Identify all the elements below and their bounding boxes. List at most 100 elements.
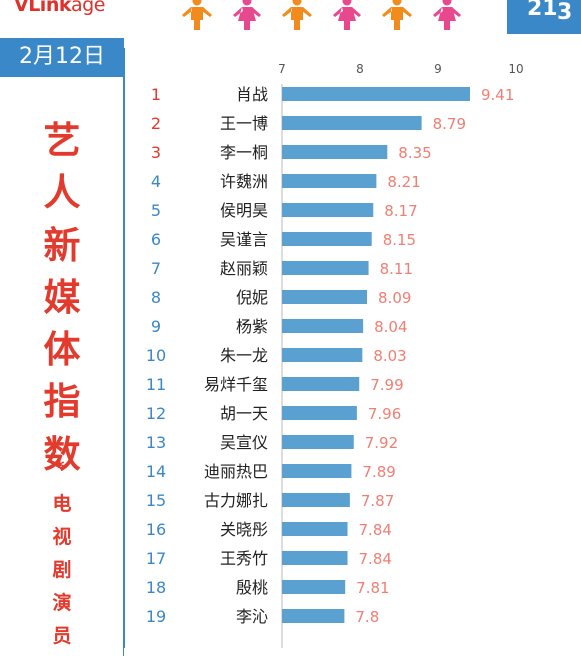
bar xyxy=(282,319,364,333)
value-label: 7.81 xyxy=(356,579,389,597)
category-label: 吴谨言 xyxy=(220,230,268,249)
x-tick-label: 10 xyxy=(508,62,523,76)
bar xyxy=(282,116,422,130)
value-label: 8.17 xyxy=(384,202,417,220)
x-tick-label: 8 xyxy=(356,62,364,76)
value-label: 7.84 xyxy=(359,550,392,568)
bar xyxy=(282,203,374,217)
value-label: 9.41 xyxy=(481,86,514,104)
value-label: 7.92 xyxy=(365,434,398,452)
value-label: 8.11 xyxy=(380,260,413,278)
bar xyxy=(282,406,357,420)
category-label: 赵丽颖 xyxy=(220,259,268,278)
bar xyxy=(282,580,346,594)
rank-label: 6 xyxy=(151,230,161,249)
person-icon-orange xyxy=(382,0,412,30)
sidebar-title-char: 新 xyxy=(43,223,81,267)
rank-label: 19 xyxy=(146,607,166,626)
x-tick-label: 7 xyxy=(278,62,286,76)
person-icon-pink xyxy=(233,0,261,30)
people-icons-row xyxy=(182,0,461,30)
sidebar-title-char: 艺 xyxy=(43,119,81,162)
rank-label: 3 xyxy=(151,143,161,162)
rank-label: 7 xyxy=(151,259,161,278)
category-label: 李沁 xyxy=(236,607,268,626)
category-label: 许魏洲 xyxy=(220,172,268,191)
category-label: 朱一龙 xyxy=(220,346,268,365)
corner-banner: 21 3 xyxy=(507,0,581,34)
category-label: 王秀竹 xyxy=(220,549,268,568)
logo-rest: age xyxy=(71,0,105,16)
rank-label: 8 xyxy=(151,288,161,307)
rank-label: 12 xyxy=(146,404,166,423)
bar xyxy=(282,377,360,391)
category-label: 肖战 xyxy=(236,85,268,104)
vlinkage-logo: VLinkage xyxy=(14,0,105,16)
corner-text-1: 21 xyxy=(527,0,558,21)
rank-label: 9 xyxy=(151,317,161,336)
rank-label: 11 xyxy=(146,375,166,394)
sidebar-subtitle-char: 剧 xyxy=(52,559,72,581)
value-label: 8.35 xyxy=(398,144,431,162)
rank-label: 10 xyxy=(146,346,166,365)
person-icon-orange xyxy=(282,0,312,30)
corner-text-2: 3 xyxy=(557,0,573,25)
bar xyxy=(282,493,350,507)
rank-label: 1 xyxy=(151,85,161,104)
rank-label: 4 xyxy=(151,172,161,191)
category-label: 倪妮 xyxy=(236,288,268,307)
category-label: 迪丽热巴 xyxy=(204,462,268,481)
value-label: 7.89 xyxy=(362,463,395,481)
sidebar-title-char: 媒 xyxy=(43,275,81,319)
value-label: 8.09 xyxy=(378,289,411,307)
category-label: 古力娜扎 xyxy=(204,491,268,510)
value-label: 8.15 xyxy=(383,231,416,249)
rank-label: 5 xyxy=(151,201,161,220)
rank-label: 16 xyxy=(146,520,166,539)
person-icon-pink xyxy=(433,0,461,30)
sidebar-subtitle-char: 演 xyxy=(52,592,72,614)
value-label: 8.21 xyxy=(387,173,420,191)
person-icon-orange xyxy=(182,0,212,30)
bar xyxy=(282,522,348,536)
category-label: 王一博 xyxy=(220,114,268,133)
rank-label: 14 xyxy=(146,462,166,481)
sidebar-title-char: 指 xyxy=(43,380,81,424)
bar xyxy=(282,435,354,449)
value-label: 7.87 xyxy=(361,492,394,510)
title-separator: * xyxy=(55,457,65,478)
bar xyxy=(282,348,363,362)
sidebar-subtitle-char: 电 xyxy=(52,493,72,515)
sidebar-subtitle: 电视剧演员 xyxy=(46,488,78,653)
date-tab: 2月12日 xyxy=(0,38,124,76)
x-tick-label: 9 xyxy=(434,62,442,76)
value-label: 7.96 xyxy=(368,405,401,423)
chart-panel: 7 8 9 10 1 肖战 9.41 2 王一博 8.79 3 李一桐 8.35 4 许魏洲 8.21 5 侯明昊… xyxy=(124,48,581,648)
category-label: 李一桐 xyxy=(220,143,268,162)
rank-label: 15 xyxy=(146,491,166,510)
sidebar-title-char: 人 xyxy=(43,171,81,215)
category-label: 杨紫 xyxy=(236,317,268,336)
rank-label: 13 xyxy=(146,433,166,452)
bar xyxy=(282,261,369,275)
rank-label: 2 xyxy=(151,114,161,133)
logo-brand: VLink xyxy=(14,0,72,16)
rank-label: 17 xyxy=(146,549,166,568)
category-label: 胡一天 xyxy=(220,404,268,423)
category-label: 关晓彤 xyxy=(220,520,268,539)
ranking-bar-chart: 7 8 9 10 1 肖战 9.41 2 王一博 8.79 3 李一桐 8.35 4 许魏洲 8.21 5 侯明昊… xyxy=(146,62,524,648)
sidebar-title-char: 体 xyxy=(43,328,81,372)
bar xyxy=(282,174,377,188)
category-label: 侯明昊 xyxy=(220,201,268,220)
value-label: 7.84 xyxy=(359,521,392,539)
bar xyxy=(282,232,372,246)
value-label: 8.04 xyxy=(374,318,407,336)
sidebar-panel xyxy=(0,76,124,656)
bar xyxy=(282,609,345,623)
bar xyxy=(282,145,388,159)
sidebar-title-char: 数 xyxy=(43,432,81,476)
category-label: 易烊千玺 xyxy=(204,375,268,394)
sidebar-subtitle-char: 视 xyxy=(52,526,72,548)
category-label: 吴宣仪 xyxy=(220,433,268,452)
category-label: 殷桃 xyxy=(236,578,268,597)
